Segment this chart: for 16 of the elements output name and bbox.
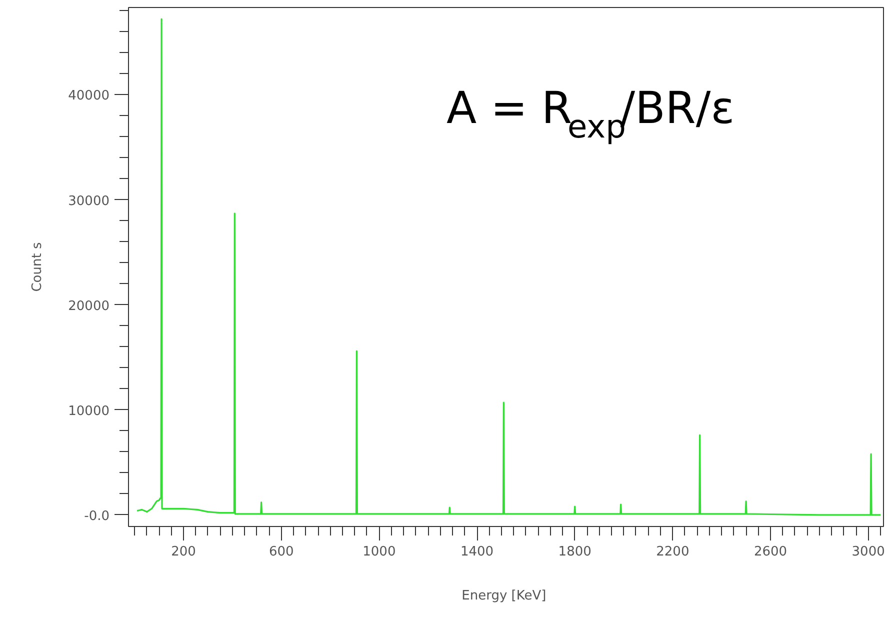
x-tick-label: 1000	[362, 544, 396, 560]
line-series	[136, 18, 882, 516]
x-tick-label: 3000	[852, 544, 885, 560]
x-tick-label: 1800	[558, 544, 592, 560]
y-axis-title: Count s	[30, 242, 46, 292]
x-tick-label: 2200	[656, 544, 690, 560]
x-tick-label: 200	[171, 544, 196, 560]
x-tick-label: 2600	[754, 544, 788, 560]
x-tick-label: 1400	[460, 544, 494, 560]
y-tick-label: 40000	[68, 88, 110, 104]
y-tick-label: 20000	[68, 298, 110, 314]
y-tick-label: -0.0	[84, 508, 110, 524]
x-axis-title: Energy [KeV]	[462, 588, 546, 604]
x-tick-label: 600	[268, 544, 294, 560]
y-tick-label: 30000	[68, 194, 110, 209]
y-tick-label: 10000	[68, 404, 110, 419]
